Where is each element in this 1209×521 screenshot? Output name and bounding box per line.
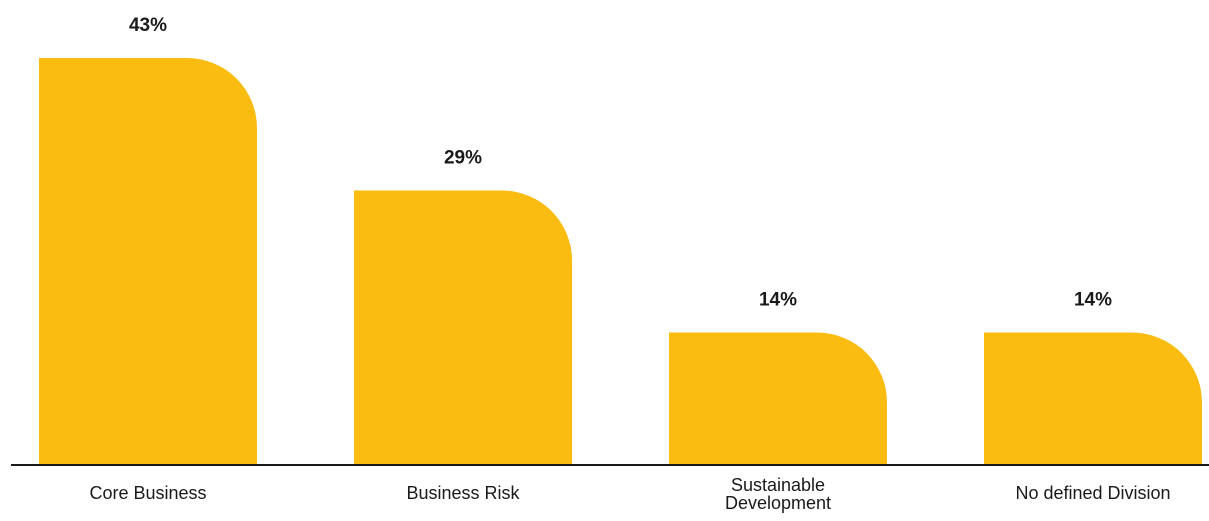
category-label-2: Sustainable Development [725,475,831,513]
category-label-line: Core Business [89,483,206,503]
value-label-0: 43% [129,15,167,36]
bar-3 [984,332,1202,465]
value-label-3: 14% [1074,289,1112,310]
category-label-line: Sustainable [731,475,825,495]
category-label-0: Core Business [89,483,206,503]
category-label-1: Business Risk [406,483,520,503]
category-label-line: Development [725,493,831,513]
value-label-1: 29% [444,148,482,169]
bar-2 [669,332,887,465]
category-label-line: Business Risk [406,483,520,503]
bar-1 [354,190,572,465]
category-labels-group: Core Business Business Risk Sustainable Dev… [89,475,1170,513]
category-label-3: No defined Division [1015,483,1170,503]
value-label-2: 14% [759,289,797,310]
category-label-line: No defined Division [1015,483,1170,503]
value-labels-group: 43% 29% 14% 14% [129,15,1112,310]
bar-0 [39,58,257,465]
bars-group [39,58,1202,465]
